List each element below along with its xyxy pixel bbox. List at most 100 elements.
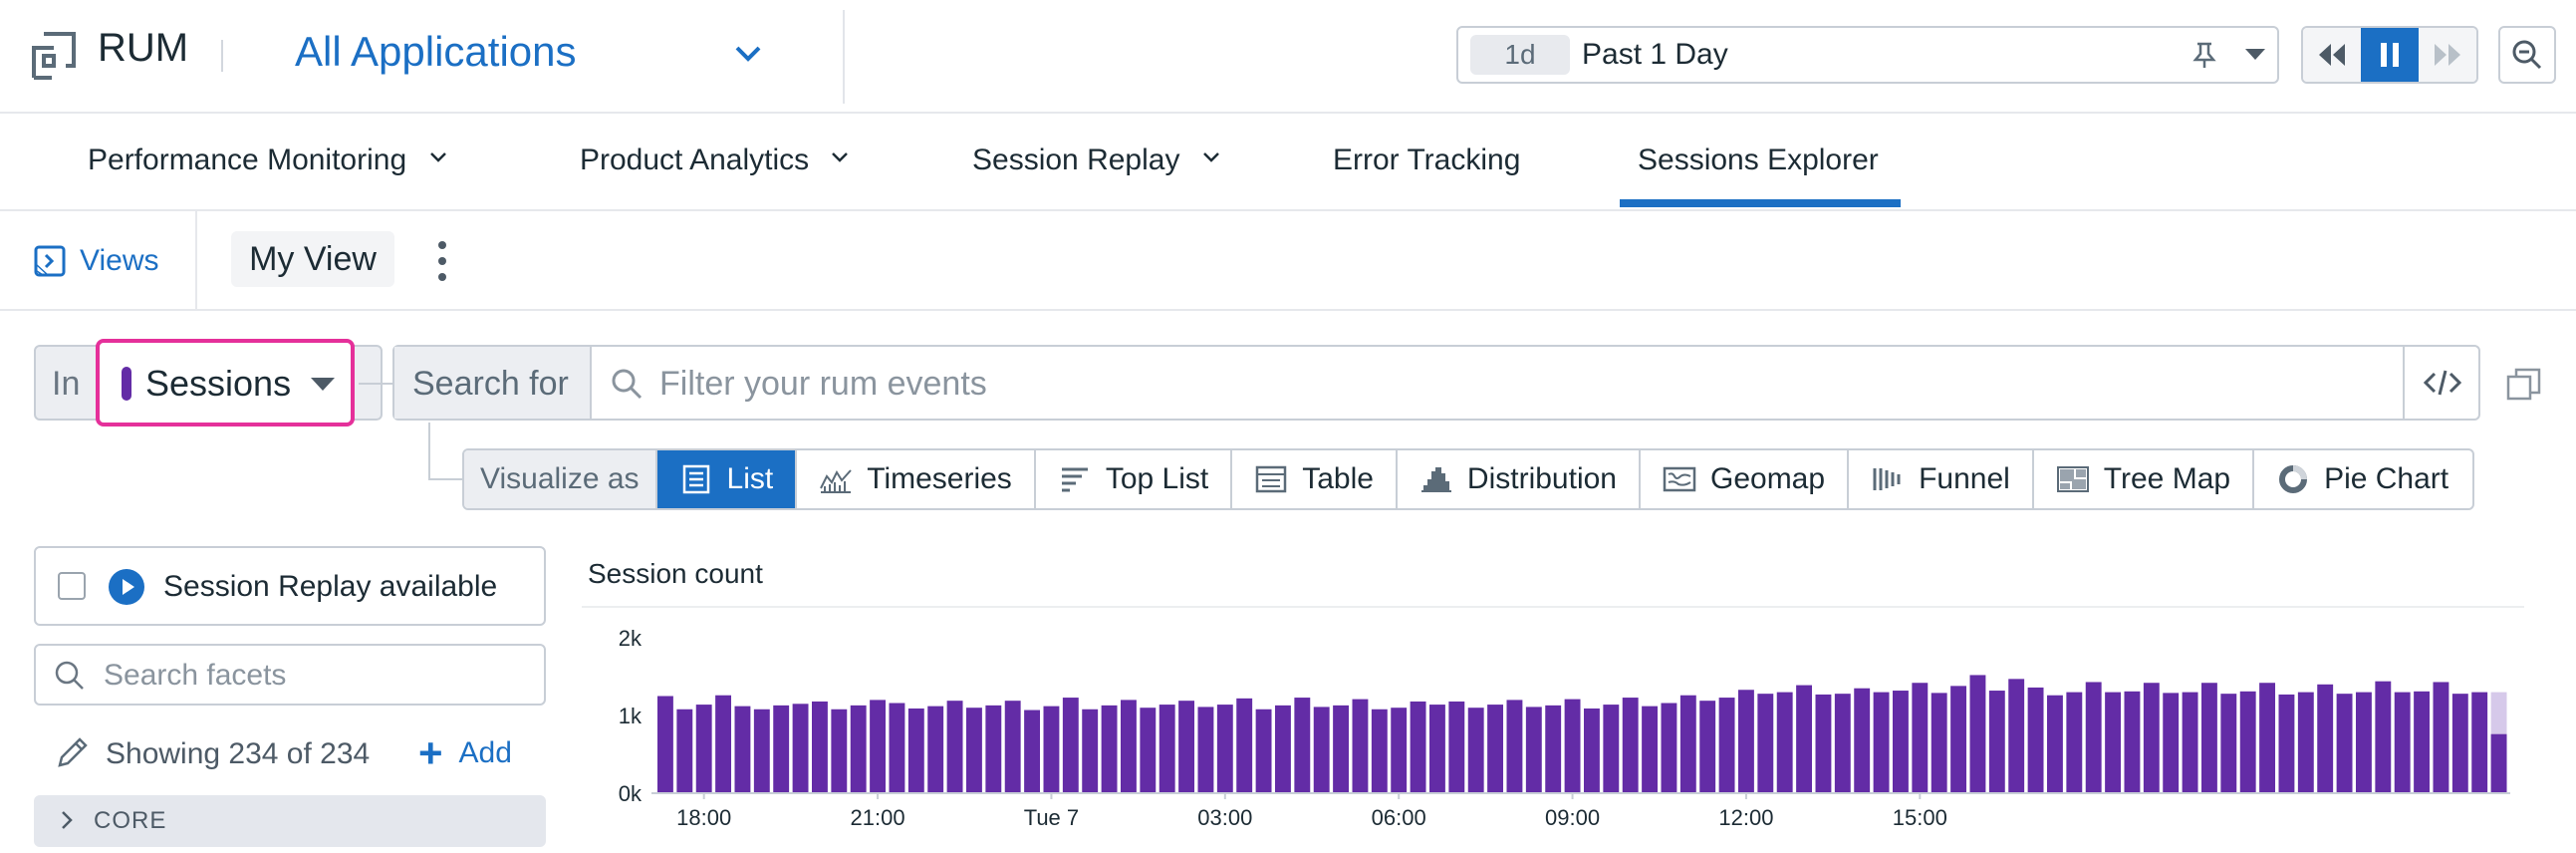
chart-bar[interactable]	[657, 696, 673, 794]
chart-bar[interactable]	[1564, 699, 1581, 793]
chart-bar[interactable]	[1294, 698, 1311, 793]
chart-bar[interactable]	[1140, 708, 1157, 793]
chart-bar[interactable]	[1584, 708, 1600, 793]
pause-button[interactable]	[2361, 28, 2419, 82]
chart-bar[interactable]	[1410, 701, 1426, 793]
chart-bar[interactable]	[1159, 705, 1175, 793]
search-input[interactable]	[657, 351, 2195, 417]
chart-bar[interactable]	[1950, 686, 1967, 793]
viz-timeseries-button[interactable]: Timeseries	[797, 450, 1036, 508]
chart-bar[interactable]	[2451, 694, 2468, 793]
chart-bar[interactable]	[850, 705, 867, 793]
chart-bar[interactable]	[1448, 701, 1465, 793]
chart-bar[interactable]	[1236, 698, 1253, 793]
chart-bar[interactable]	[2356, 692, 2372, 793]
chart-bar[interactable]	[1893, 691, 1909, 793]
chart-bar[interactable]	[695, 705, 712, 793]
chart-bar[interactable]	[1333, 705, 1350, 793]
caret-down-icon[interactable]	[2245, 49, 2265, 60]
viz-geomap-button[interactable]: Geomap	[1641, 450, 1850, 508]
viz-pie-chart-button[interactable]: Pie Chart	[2254, 450, 2470, 508]
chart-bar[interactable]	[966, 708, 982, 793]
chart-bar[interactable]	[1661, 703, 1677, 793]
chart-bar[interactable]	[1854, 688, 1871, 793]
chart-bar[interactable]	[1391, 708, 1408, 793]
chart-bar[interactable]	[2259, 683, 2276, 793]
chart-bar[interactable]	[1352, 699, 1369, 793]
application-selector[interactable]: All Applications	[295, 24, 773, 88]
chart-bar[interactable]	[2317, 684, 2334, 793]
facet-search-input[interactable]	[102, 650, 524, 702]
chart-bar[interactable]	[2201, 683, 2217, 793]
add-facet-button[interactable]: + Add	[418, 732, 512, 774]
chart-bar[interactable]	[2336, 694, 2353, 793]
chart-bar[interactable]	[907, 708, 924, 793]
chart-bar[interactable]	[2163, 693, 2180, 793]
chart-bar[interactable]	[753, 709, 770, 793]
chart-bar[interactable]	[1699, 701, 1716, 793]
viz-table-button[interactable]: Table	[1232, 450, 1398, 508]
chart-bar[interactable]	[1121, 700, 1137, 793]
chart-bar[interactable]	[2414, 691, 2431, 793]
chart-bar[interactable]	[1487, 705, 1504, 793]
chart-bar[interactable]	[1642, 706, 1659, 793]
chart-bar[interactable]	[2239, 691, 2256, 793]
facet-group-core[interactable]: CORE	[34, 795, 546, 847]
chart-bar[interactable]	[2490, 733, 2507, 793]
tab-sessions-explorer[interactable]: Sessions Explorer	[1638, 143, 1879, 177]
chart-bar[interactable]	[2278, 694, 2295, 793]
code-view-button[interactable]	[2403, 347, 2480, 419]
chart-bar[interactable]	[715, 695, 732, 793]
chart-bar[interactable]	[1506, 700, 1523, 793]
chart-bar[interactable]	[2220, 694, 2237, 793]
chart-bar[interactable]	[927, 706, 944, 793]
chart-bar[interactable]	[734, 706, 751, 793]
chart-bar[interactable]	[1873, 692, 1890, 793]
chart-bar[interactable]	[2124, 691, 2141, 793]
chart-bar[interactable]	[2394, 692, 2411, 793]
chart-bar[interactable]	[1969, 675, 1986, 793]
chart-bar[interactable]	[1082, 709, 1099, 793]
chart-bar[interactable]	[870, 700, 887, 793]
chart-bar[interactable]	[1603, 705, 1620, 793]
chart-bar[interactable]	[792, 704, 809, 793]
chart-bar[interactable]	[1313, 707, 1330, 793]
time-range-picker[interactable]: 1d Past 1 Day	[1456, 26, 2279, 84]
chart-bar[interactable]	[2027, 687, 2044, 793]
chart-bar[interactable]	[831, 709, 848, 793]
chart-bar[interactable]	[2008, 679, 2025, 793]
chart-bar[interactable]	[1988, 691, 2005, 793]
chart-bar[interactable]	[2047, 695, 2063, 793]
chart-bar[interactable]	[1718, 698, 1735, 793]
chart-bar[interactable]	[773, 705, 790, 793]
chart-bar[interactable]	[2105, 692, 2122, 793]
chart-bar[interactable]	[1043, 706, 1060, 793]
chart-bar[interactable]	[946, 701, 963, 793]
chart-bar[interactable]	[1834, 694, 1851, 793]
chart-bar[interactable]	[2471, 692, 2488, 793]
chart-bar[interactable]	[1178, 701, 1195, 793]
chart-bar[interactable]	[676, 709, 693, 793]
chart-bar[interactable]	[1024, 710, 1041, 793]
chart-bar[interactable]	[1931, 693, 1947, 793]
tab-error-tracking[interactable]: Error Tracking	[1333, 143, 1520, 177]
chart-bar[interactable]	[1679, 695, 1696, 793]
chart-bar[interactable]	[2066, 692, 2083, 793]
chart-bar[interactable]	[1525, 707, 1542, 793]
copy-icon[interactable]	[2504, 365, 2544, 405]
viz-tree-map-button[interactable]: Tree Map	[2034, 450, 2255, 508]
current-view-button[interactable]: My View	[231, 231, 394, 287]
chart-bar[interactable]	[1429, 705, 1445, 793]
chart-bar[interactable]	[1912, 683, 1929, 793]
chart-bar[interactable]	[889, 703, 905, 793]
chart-bar[interactable]	[1062, 698, 1079, 793]
tab-performance-monitoring[interactable]: Performance Monitoring	[88, 143, 447, 177]
zoom-out-button[interactable]	[2498, 26, 2556, 84]
chart-bar[interactable]	[2182, 692, 2198, 793]
chart-bar[interactable]	[1101, 705, 1118, 793]
chart-bar[interactable]	[1197, 707, 1214, 793]
chart-bar[interactable]	[812, 701, 828, 793]
chart-bar[interactable]	[2297, 692, 2314, 793]
pencil-icon[interactable]	[56, 735, 90, 769]
session-replay-checkbox[interactable]	[58, 572, 86, 600]
